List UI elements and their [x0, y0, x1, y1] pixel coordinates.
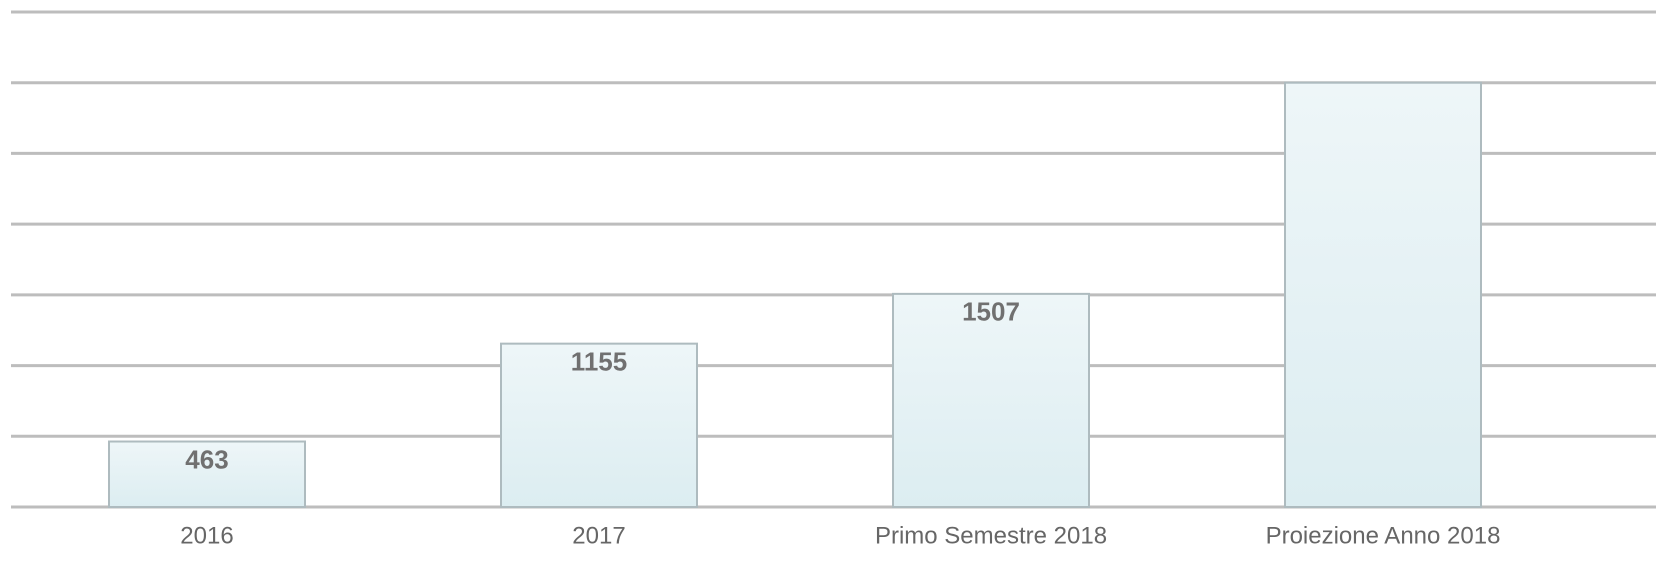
bar	[500, 342, 698, 508]
x-tick-label: 2017	[572, 522, 625, 549]
data-label: 463	[185, 444, 228, 474]
data-label: 1507	[962, 297, 1020, 327]
x-tick-label: Primo Semestre 2018	[875, 522, 1107, 549]
x-tick-label: 2016	[180, 522, 233, 549]
bar	[1284, 81, 1482, 508]
bar	[108, 440, 306, 509]
x-tick-label: Proiezione Anno 2018	[1266, 522, 1501, 549]
data-label: 1155	[571, 347, 627, 377]
bar	[892, 292, 1090, 509]
